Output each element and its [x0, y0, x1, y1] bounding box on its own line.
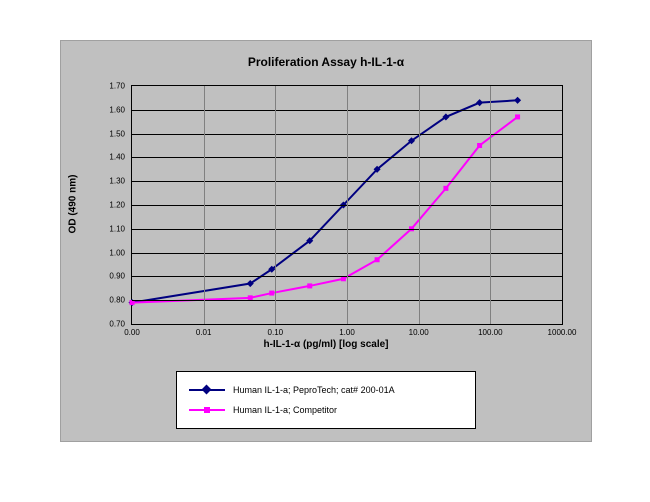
plot-area: 0.700.800.901.001.101.201.301.401.501.60…: [131, 85, 563, 325]
chart-panel: Proliferation Assay h-IL-1-α OD (490 nm)…: [60, 40, 592, 442]
y-tick-label: 1.60: [85, 105, 125, 114]
x-tick-label: 1000.00: [548, 328, 577, 337]
legend-row: Human IL-1-a; Competitor: [189, 400, 463, 420]
legend: Human IL-1-a; PeproTech; cat# 200-01A Hu…: [176, 371, 476, 429]
x-grid-line: [490, 86, 491, 324]
x-tick-label: 0.10: [268, 328, 284, 337]
series-marker-1: [269, 291, 274, 296]
x-tick-label: 0.01: [196, 328, 212, 337]
x-tick-label: 0.00: [124, 328, 140, 337]
legend-swatch-0: [189, 381, 225, 399]
x-grid-line: [204, 86, 205, 324]
series-marker-0: [476, 99, 483, 106]
page: Proliferation Assay h-IL-1-α OD (490 nm)…: [0, 0, 650, 502]
legend-swatch-1: [189, 401, 225, 419]
y-tick-label: 0.90: [85, 272, 125, 281]
x-grid-line: [275, 86, 276, 324]
y-tick-label: 1.10: [85, 224, 125, 233]
y-tick-label: 1.70: [85, 82, 125, 91]
series-line-0: [132, 100, 518, 302]
series-marker-1: [443, 186, 448, 191]
x-tick-label: 1.00: [339, 328, 355, 337]
y-tick-label: 1.40: [85, 153, 125, 162]
x-tick-label: 100.00: [478, 328, 502, 337]
x-axis-title: h-IL-1-α (pg/ml) [log scale]: [61, 339, 591, 350]
chart-title: Proliferation Assay h-IL-1-α: [61, 55, 591, 69]
series-marker-0: [514, 97, 521, 104]
y-tick-label: 1.30: [85, 177, 125, 186]
y-tick-label: 1.00: [85, 248, 125, 257]
y-tick-label: 0.70: [85, 320, 125, 329]
legend-label-1: Human IL-1-a; Competitor: [233, 405, 337, 415]
series-marker-1: [375, 257, 380, 262]
legend-row: Human IL-1-a; PeproTech; cat# 200-01A: [189, 380, 463, 400]
y-tick-label: 0.80: [85, 296, 125, 305]
y-tick-label: 1.50: [85, 129, 125, 138]
series-marker-1: [477, 143, 482, 148]
x-grid-line: [419, 86, 420, 324]
series-line-1: [132, 117, 518, 303]
y-axis-title: OD (490 nm): [68, 175, 79, 234]
x-tick-label: 10.00: [409, 328, 429, 337]
series-marker-1: [515, 114, 520, 119]
y-tick-label: 1.20: [85, 201, 125, 210]
x-grid-line: [347, 86, 348, 324]
series-marker-1: [307, 283, 312, 288]
legend-label-0: Human IL-1-a; PeproTech; cat# 200-01A: [233, 385, 395, 395]
